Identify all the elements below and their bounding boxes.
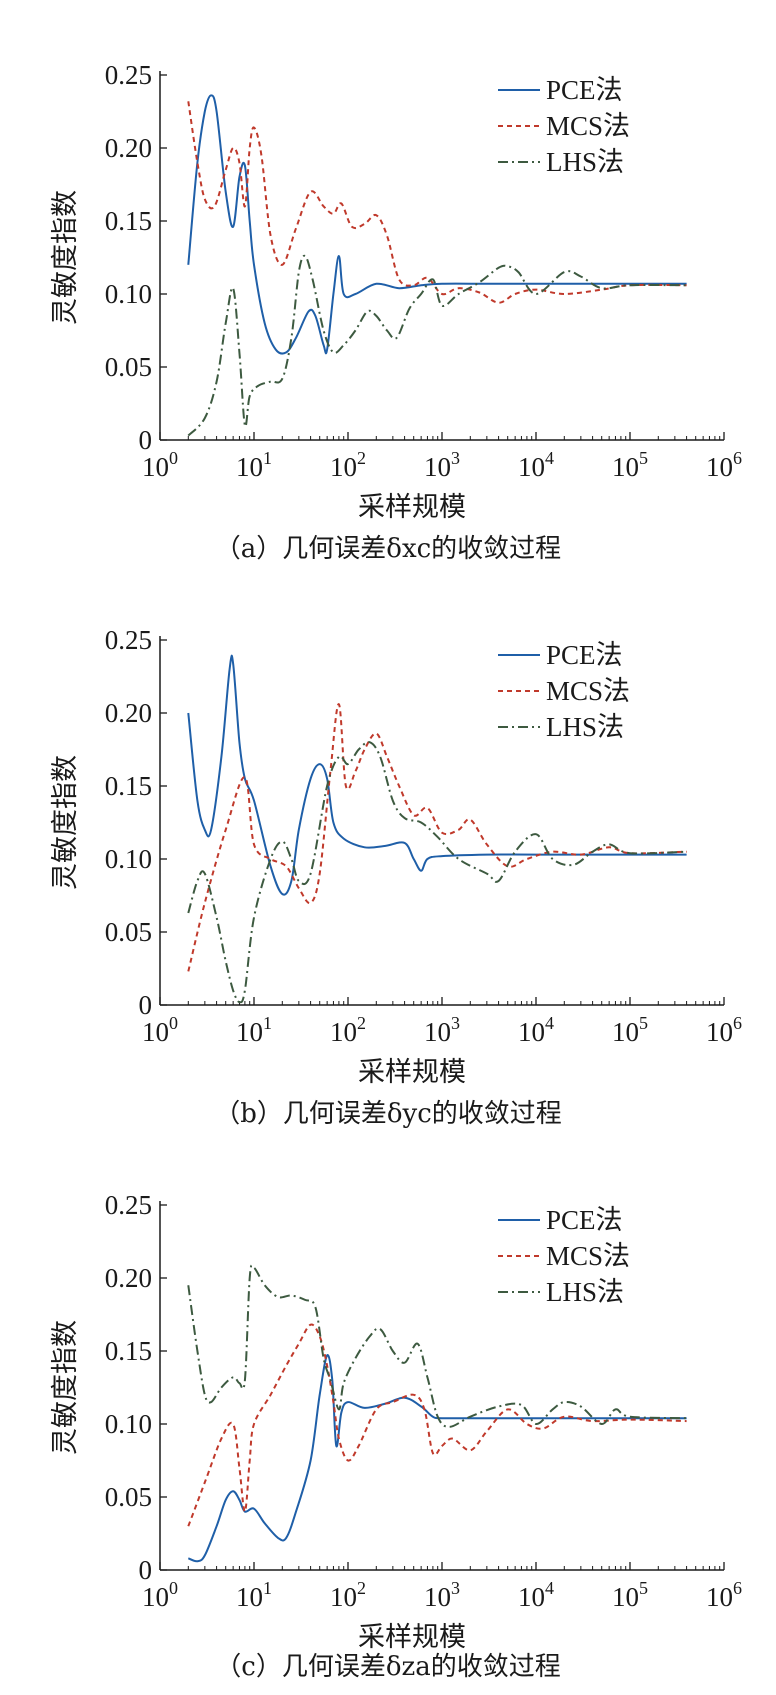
chart-panel-c: 0 0.05 0.10 0.15 0.20 0.25 100 101 102 103 104 105 1…: [0, 1130, 776, 1695]
chart-c-legend: PCE法 MCS法 LHS法: [498, 1205, 630, 1307]
chart-a-y-tick-label: 0.10: [105, 279, 152, 309]
chart-c-legend-label: MCS法: [546, 1241, 630, 1271]
chart-b-y-tick-label: 0.20: [105, 698, 152, 728]
chart-b-y-tick-label: 0.10: [105, 844, 152, 874]
chart-b-ylabel: 灵敏度指数: [50, 755, 81, 890]
chart-a-x-tick-label: 104: [518, 448, 554, 482]
chart-a-legend-label: LHS法: [546, 147, 624, 177]
chart-b-x-tick-label: 101: [236, 1013, 272, 1047]
chart-b-x-tick-label: 104: [518, 1013, 554, 1047]
chart-b-y-tick-label: 0.25: [105, 625, 152, 655]
chart-b-axes: 0 0.05 0.10 0.15 0.20 0.25 100 101 102 103 104 105 1…: [105, 625, 742, 1047]
chart-c-lines: [187, 1264, 687, 1563]
chart-a-caption: （a）几何误差δxc的收敛过程: [214, 534, 562, 564]
chart-panel-a: 0 0.05 0.10 0.15 0.20 0.25 100 101 102 103 104 105 1…: [0, 0, 776, 565]
chart-b-x-tick-label: 102: [330, 1013, 366, 1047]
chart-a-x-tick-label: 100: [142, 448, 178, 482]
chart-b-series-line-2: [187, 741, 687, 1004]
chart-c-axes: 0 0.05 0.10 0.15 0.20 0.25 100 101 102 103 104 105 1…: [105, 1190, 742, 1612]
chart-a-svg: 0 0.05 0.10 0.15 0.20 0.25 100 101 102 103 104 105 1…: [50, 60, 742, 523]
chart-b-x-tick-label: 100: [142, 1013, 178, 1047]
chart-c-y-tick-label: 0.20: [105, 1263, 152, 1293]
chart-a-xlabel: 采样规模: [358, 492, 466, 523]
chart-b-caption: （b）几何误差δyc的收敛过程: [214, 1099, 562, 1129]
chart-b-xlabel: 采样规模: [358, 1057, 466, 1088]
chart-c-y-tick-label: 0.10: [105, 1409, 152, 1439]
chart-c-ylabel: 灵敏度指数: [50, 1320, 81, 1455]
chart-a-y-tick-label: 0: [139, 425, 153, 455]
chart-c-x-tick-label: 102: [330, 1578, 366, 1612]
chart-c-xlabel: 采样规模: [358, 1622, 466, 1653]
chart-b-legend-label: LHS法: [546, 712, 624, 742]
chart-c-y-tick-label: 0.25: [105, 1190, 152, 1220]
chart-c-series-line-0: [187, 1354, 687, 1563]
chart-c-svg: 0 0.05 0.10 0.15 0.20 0.25 100 101 102 103 104 105 1…: [50, 1190, 742, 1653]
chart-b-series-line-1: [187, 703, 687, 972]
chart-b-legend: PCE法 MCS法 LHS法: [498, 640, 630, 742]
chart-c-series-line-2: [187, 1264, 687, 1428]
chart-c-x-tick-label: 101: [236, 1578, 272, 1612]
chart-a-y-tick-label: 0.25: [105, 60, 152, 90]
chart-b-lines: [187, 654, 687, 1004]
chart-c-x-tick-label: 100: [142, 1578, 178, 1612]
chart-a-x-tick-label: 103: [424, 448, 460, 482]
chart-a-lines: [187, 94, 687, 437]
chart-a-y-tick-label: 0.20: [105, 133, 152, 163]
chart-c-caption: （c）几何误差δza的收敛过程: [215, 1652, 561, 1682]
chart-b-x-tick-label: 106: [706, 1013, 742, 1047]
chart-b-series-line-0: [187, 654, 687, 896]
chart-c-series-line-1: [187, 1323, 687, 1527]
chart-b-svg: 0 0.05 0.10 0.15 0.20 0.25 100 101 102 103 104 105 1…: [50, 625, 742, 1088]
chart-b-legend-label: PCE法: [546, 640, 623, 670]
chart-b-x-tick-label: 103: [424, 1013, 460, 1047]
chart-c-x-tick-label: 106: [706, 1578, 742, 1612]
chart-a-series-line-2: [187, 254, 687, 437]
chart-a-y-tick-label: 0.15: [105, 206, 152, 236]
chart-b-legend-label: MCS法: [546, 676, 630, 706]
chart-a-series-line-1: [187, 101, 687, 304]
chart-b-y-tick-label: 0: [139, 990, 153, 1020]
chart-a-x-tick-label: 106: [706, 448, 742, 482]
chart-c-legend-label: PCE法: [546, 1205, 623, 1235]
chart-b-y-tick-label: 0.15: [105, 771, 152, 801]
chart-a-x-tick-label: 101: [236, 448, 272, 482]
chart-a-x-tick-label: 105: [612, 448, 648, 482]
chart-a-legend-label: PCE法: [546, 75, 623, 105]
chart-c-y-tick-label: 0: [139, 1555, 153, 1585]
chart-panel-b: 0 0.05 0.10 0.15 0.20 0.25 100 101 102 103 104 105 1…: [0, 565, 776, 1130]
chart-c-y-tick-label: 0.05: [105, 1482, 152, 1512]
chart-b-y-tick-label: 0.05: [105, 917, 152, 947]
chart-b-x-tick-label: 105: [612, 1013, 648, 1047]
chart-a-axes: 0 0.05 0.10 0.15 0.20 0.25 100 101 102 103 104 105 1…: [105, 60, 742, 482]
chart-a-x-tick-label: 102: [330, 448, 366, 482]
chart-c-x-tick-label: 104: [518, 1578, 554, 1612]
chart-c-legend-label: LHS法: [546, 1277, 624, 1307]
chart-c-x-tick-label: 105: [612, 1578, 648, 1612]
chart-a-ylabel: 灵敏度指数: [50, 190, 81, 325]
chart-a-legend-label: MCS法: [546, 111, 630, 141]
chart-c-y-tick-label: 0.15: [105, 1336, 152, 1366]
chart-a-legend: PCE法 MCS法 LHS法: [498, 75, 630, 177]
chart-a-y-tick-label: 0.05: [105, 352, 152, 382]
chart-c-x-tick-label: 103: [424, 1578, 460, 1612]
